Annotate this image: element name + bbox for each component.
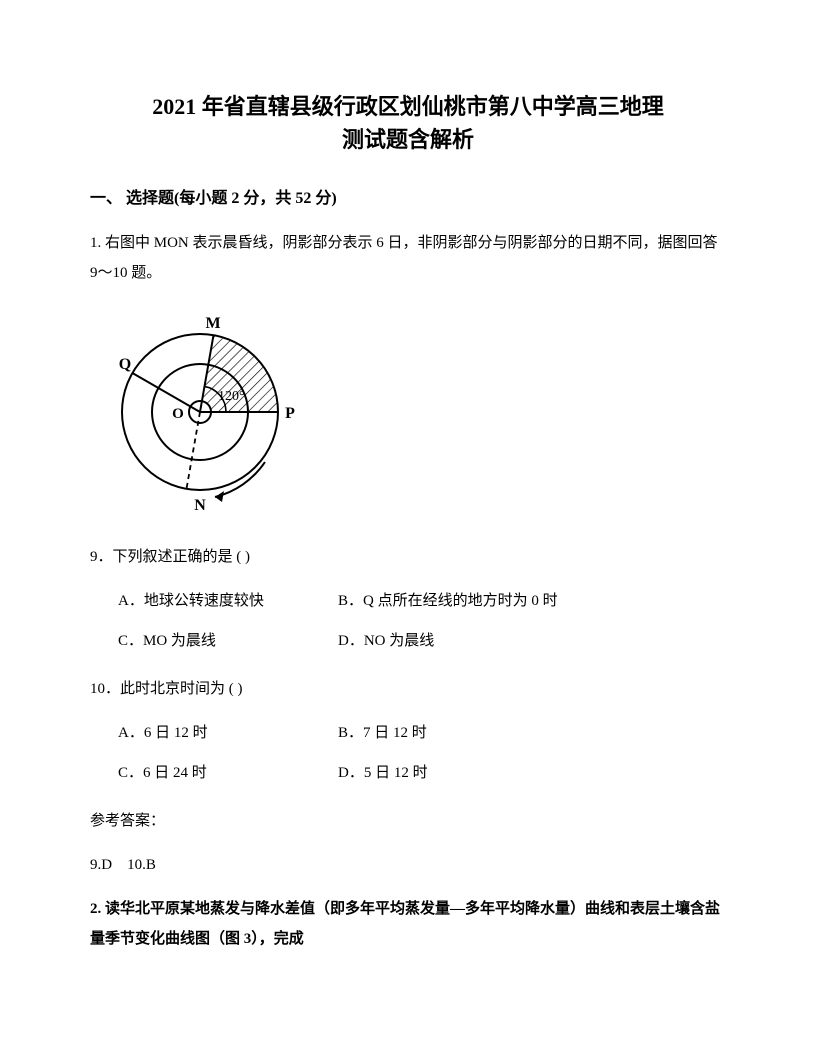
- label-P: P: [285, 405, 295, 422]
- rotation-arrowhead: [215, 491, 224, 502]
- q9-opt-D: D．NO 为晨线: [338, 626, 726, 656]
- polar-diagram: M Q O P N 120°: [100, 302, 726, 522]
- q2-intro: 2. 读华北平原某地蒸发与降水差值（即多年平均蒸发量—多年平均降水量）曲线和表层…: [90, 894, 726, 954]
- q10-stem: 10．此时北京时间为 ( ): [90, 674, 726, 704]
- label-angle: 120°: [218, 389, 245, 404]
- label-Q: Q: [119, 356, 131, 373]
- diagram-svg: M Q O P N 120°: [100, 302, 320, 522]
- q10-options: A．6 日 12 时 B．7 日 12 时 C．6 日 24 时 D．5 日 1…: [90, 718, 726, 788]
- label-N: N: [194, 497, 206, 514]
- q10-opt-D: D．5 日 12 时: [338, 758, 726, 788]
- title-line-1: 2021 年省直辖县级行政区划仙桃市第八中学高三地理: [90, 90, 726, 123]
- exam-page: 2021 年省直辖县级行政区划仙桃市第八中学高三地理 测试题含解析 一、 选择题…: [0, 0, 816, 1056]
- answer-label: 参考答案：: [90, 806, 726, 836]
- q9-opt-B: B．Q 点所在经线的地方时为 0 时: [338, 586, 726, 616]
- title-line-2: 测试题含解析: [90, 123, 726, 156]
- label-M: M: [205, 315, 220, 332]
- q9-opt-C: C．MO 为晨线: [118, 626, 338, 656]
- q10-opt-A: A．6 日 12 时: [118, 718, 338, 748]
- q10-opt-B: B．7 日 12 时: [338, 718, 726, 748]
- section-1-header: 一、 选择题(每小题 2 分，共 52 分): [90, 184, 726, 208]
- line-ON-dashed: [187, 412, 201, 489]
- q1-intro: 1. 右图中 MON 表示晨昏线，阴影部分表示 6 日，非阴影部分与阴影部分的日…: [90, 228, 726, 288]
- q9-opt-A: A．地球公转速度较快: [118, 586, 338, 616]
- q9-options: A．地球公转速度较快 B．Q 点所在经线的地方时为 0 时 C．MO 为晨线 D…: [90, 586, 726, 656]
- q10-opt-C: C．6 日 24 时: [118, 758, 338, 788]
- q9-stem: 9．下列叙述正确的是 ( ): [90, 542, 726, 572]
- answer-text: 9.D 10.B: [90, 850, 726, 880]
- page-title: 2021 年省直辖县级行政区划仙桃市第八中学高三地理 测试题含解析: [90, 90, 726, 156]
- label-O: O: [172, 406, 184, 422]
